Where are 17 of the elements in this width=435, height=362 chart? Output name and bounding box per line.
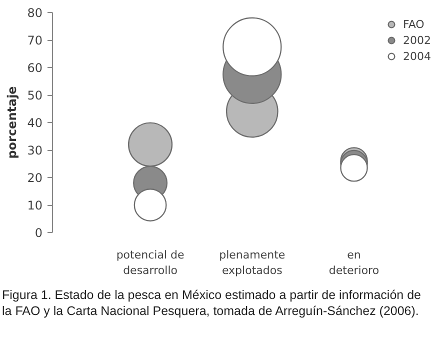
y-tick-label: 40: [27, 116, 43, 130]
legend-label: 2004: [403, 50, 431, 62]
x-tick-label: plenamente explotados: [219, 248, 286, 278]
y-tick-label: 80: [27, 6, 43, 20]
y-tick-label: 50: [27, 88, 43, 102]
legend-label: 2002: [403, 34, 431, 46]
y-tick-label: 30: [27, 144, 43, 158]
y-tick-label: 0: [34, 226, 43, 240]
y-tick-label: 60: [27, 61, 43, 75]
y-tick-label: 70: [27, 34, 43, 48]
y-axis-title: porcentaje: [5, 86, 20, 159]
text: Figura 1. Estado de la pesca en México estimado a partir de información de la FAO y la Carta Nacional Pesquera, tomada de Arreguín-Sánchez (2006).: [2, 287, 422, 320]
y-tick-label: 20: [27, 171, 43, 185]
y-tick-label: 10: [27, 198, 43, 212]
legend-label: FAO: [403, 18, 424, 30]
x-tick-label: en deterioro: [328, 248, 380, 278]
x-tick-label: potencial de desarrollo: [116, 248, 184, 278]
